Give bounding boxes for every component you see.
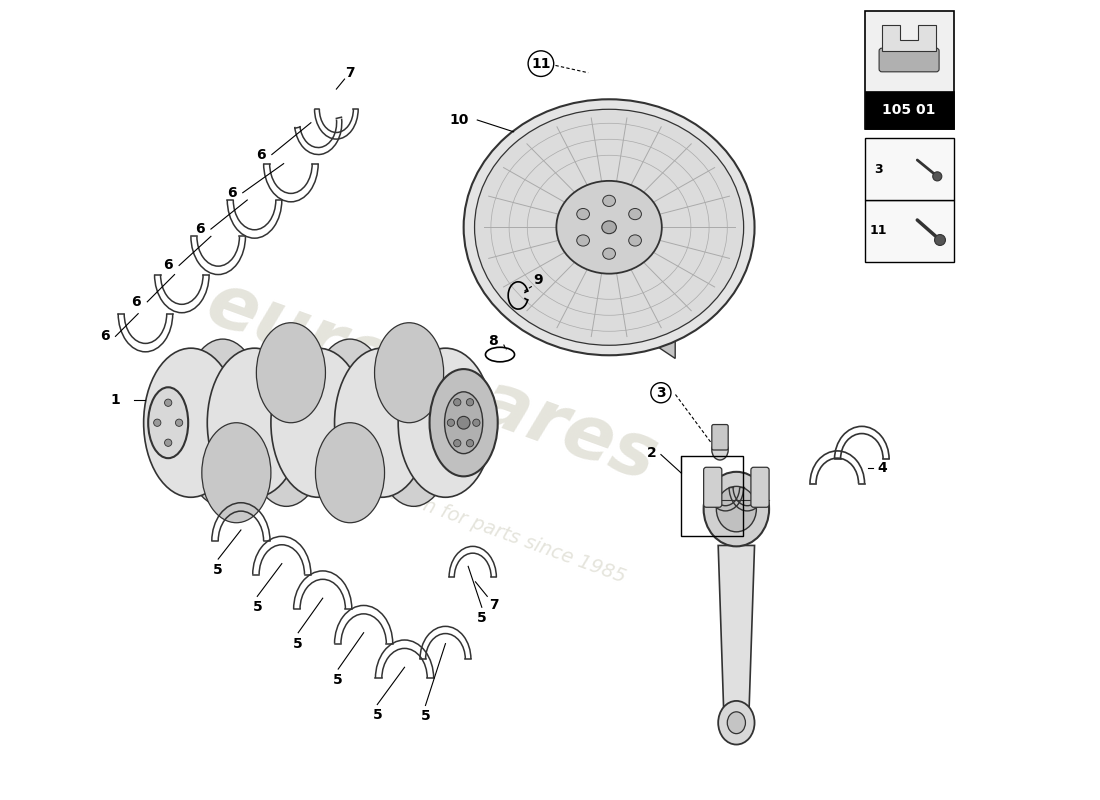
Ellipse shape — [557, 181, 662, 274]
FancyBboxPatch shape — [712, 425, 728, 450]
Circle shape — [165, 399, 172, 406]
Text: 6: 6 — [256, 147, 266, 162]
Text: 10: 10 — [450, 113, 469, 127]
Ellipse shape — [243, 339, 330, 506]
Circle shape — [473, 419, 480, 426]
Text: a passion for parts since 1985: a passion for parts since 1985 — [344, 468, 628, 586]
Text: 2: 2 — [647, 446, 657, 460]
Text: 5: 5 — [213, 563, 223, 577]
Ellipse shape — [374, 322, 443, 422]
Ellipse shape — [316, 422, 385, 522]
Ellipse shape — [603, 248, 616, 259]
Text: 5: 5 — [252, 600, 262, 614]
Ellipse shape — [398, 348, 493, 498]
Ellipse shape — [712, 440, 728, 460]
Text: 6: 6 — [195, 222, 205, 236]
Polygon shape — [718, 546, 755, 709]
Ellipse shape — [144, 348, 239, 498]
Text: 5: 5 — [477, 611, 486, 625]
Ellipse shape — [629, 209, 641, 220]
Circle shape — [165, 439, 172, 446]
Circle shape — [448, 419, 454, 426]
FancyBboxPatch shape — [751, 467, 769, 507]
Bar — [681, 456, 742, 536]
Text: 9: 9 — [534, 273, 543, 287]
Bar — [865, 200, 954, 262]
Ellipse shape — [629, 235, 641, 246]
Ellipse shape — [576, 209, 590, 220]
Text: eurospares: eurospares — [197, 266, 667, 498]
Ellipse shape — [307, 339, 394, 506]
Ellipse shape — [444, 392, 483, 454]
Text: 6: 6 — [100, 330, 109, 343]
Ellipse shape — [603, 195, 616, 206]
Polygon shape — [659, 107, 675, 358]
Text: 6: 6 — [132, 295, 141, 309]
Circle shape — [933, 172, 942, 181]
FancyBboxPatch shape — [879, 48, 939, 72]
Ellipse shape — [207, 348, 301, 498]
Circle shape — [466, 439, 474, 447]
Text: 7: 7 — [488, 598, 498, 611]
Text: 5: 5 — [333, 673, 343, 687]
Ellipse shape — [201, 422, 271, 522]
Ellipse shape — [429, 369, 497, 476]
Bar — [865, 91, 954, 129]
Text: 5: 5 — [294, 637, 304, 650]
Ellipse shape — [334, 348, 429, 498]
Ellipse shape — [474, 110, 744, 346]
Ellipse shape — [718, 701, 755, 745]
Bar — [865, 138, 954, 200]
Ellipse shape — [148, 387, 188, 458]
Circle shape — [176, 419, 183, 426]
Ellipse shape — [463, 99, 755, 355]
Ellipse shape — [602, 221, 616, 234]
Text: 6: 6 — [164, 258, 173, 273]
Ellipse shape — [271, 348, 365, 498]
Circle shape — [453, 398, 461, 406]
Text: 105 01: 105 01 — [882, 103, 936, 117]
Text: 6: 6 — [227, 186, 236, 200]
Ellipse shape — [370, 339, 458, 506]
Ellipse shape — [256, 322, 326, 422]
Text: 11: 11 — [531, 57, 551, 70]
Ellipse shape — [179, 339, 266, 506]
Circle shape — [453, 439, 461, 447]
Text: 5: 5 — [420, 710, 430, 723]
Ellipse shape — [576, 235, 590, 246]
FancyBboxPatch shape — [704, 467, 722, 507]
Text: 3: 3 — [873, 162, 882, 175]
Text: 1: 1 — [111, 393, 120, 407]
Text: 8: 8 — [488, 334, 497, 348]
Circle shape — [458, 416, 470, 429]
Text: 3: 3 — [656, 386, 666, 400]
Text: 7: 7 — [345, 66, 355, 80]
Bar — [865, 11, 954, 129]
Circle shape — [935, 234, 946, 246]
Text: 4: 4 — [877, 461, 887, 475]
Circle shape — [466, 398, 474, 406]
Ellipse shape — [716, 486, 757, 532]
Circle shape — [154, 419, 161, 426]
Ellipse shape — [727, 712, 746, 734]
Ellipse shape — [704, 472, 769, 546]
Polygon shape — [882, 26, 936, 51]
Text: 5: 5 — [373, 709, 382, 722]
Text: 11: 11 — [869, 225, 887, 238]
